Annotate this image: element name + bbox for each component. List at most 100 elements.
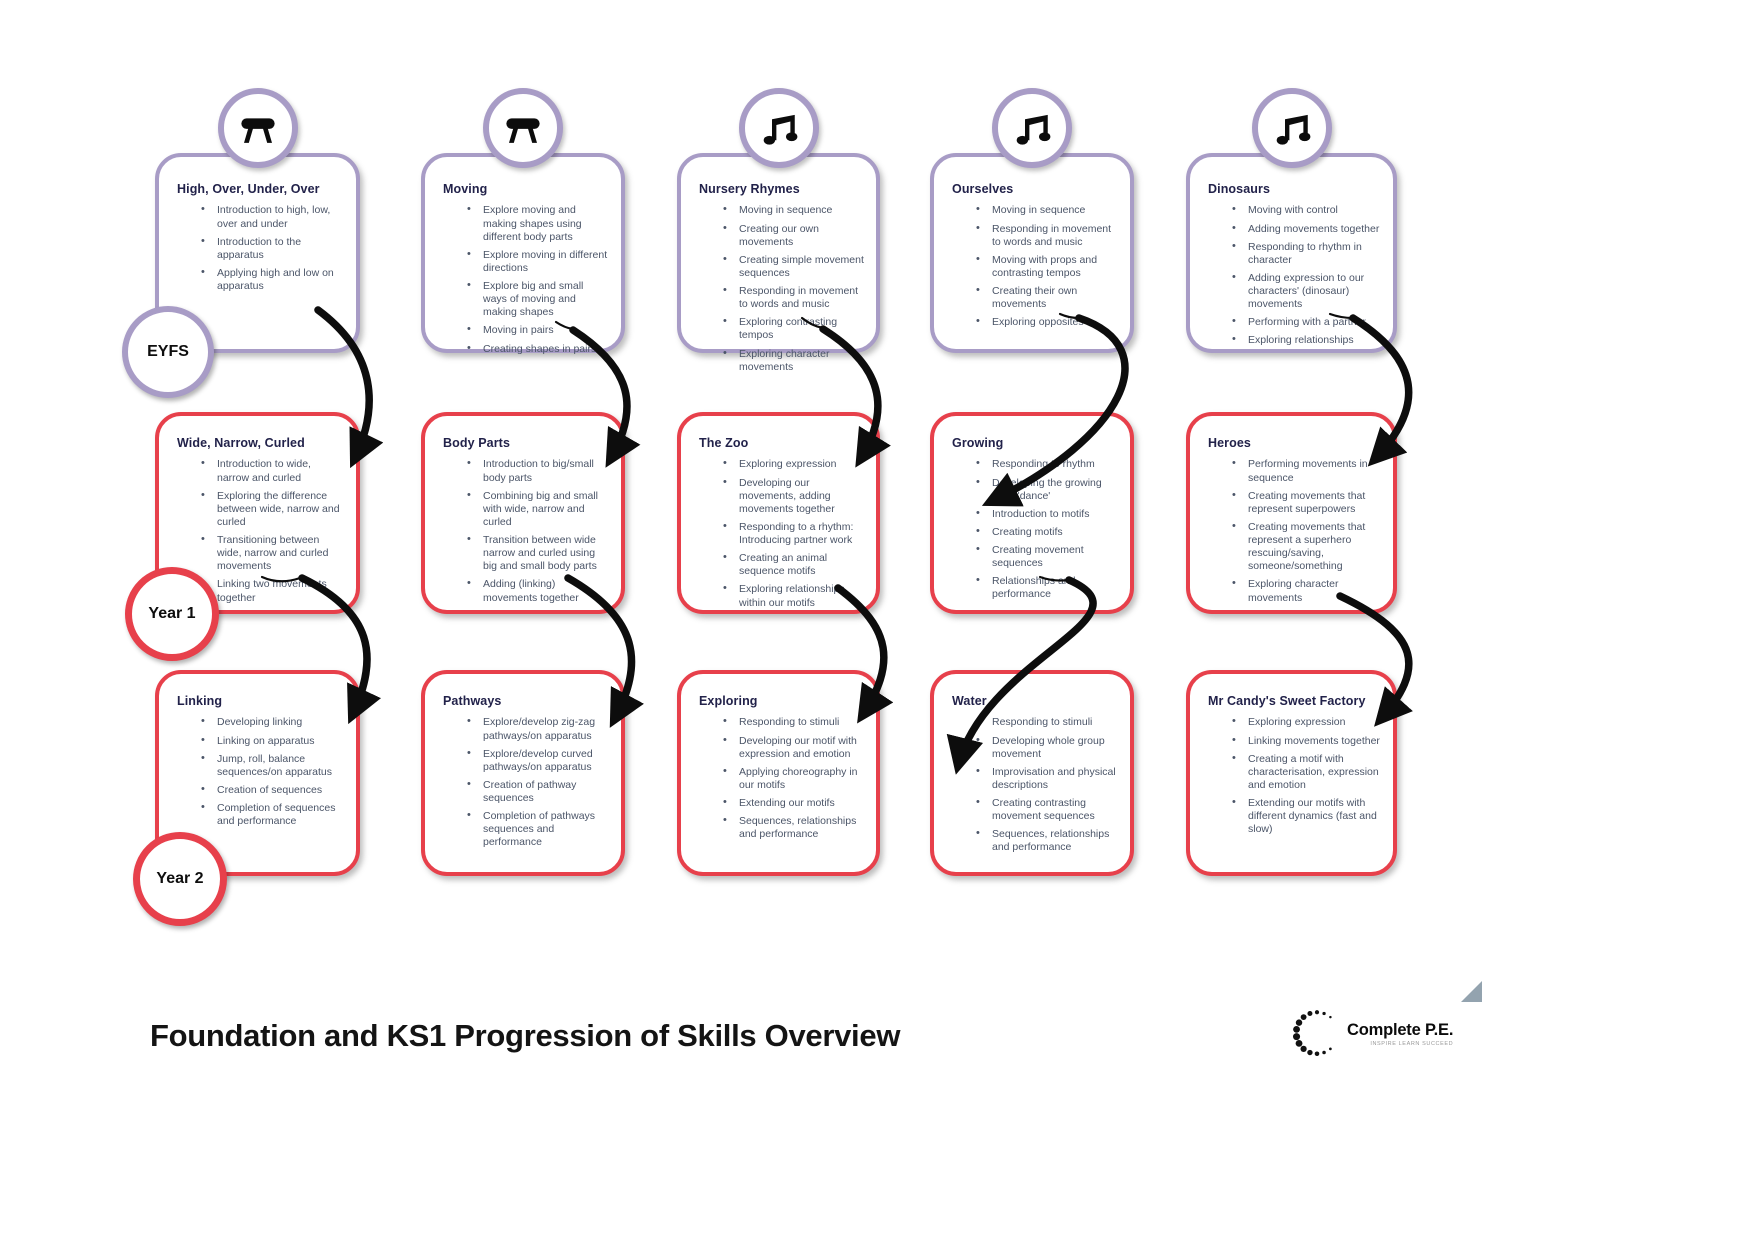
bullet-item: Linking two movements together [201, 577, 344, 604]
card-ourselves: Ourselves Moving in sequence Responding i… [930, 88, 1134, 353]
complete-pe-logo: Complete P.E. INSPIRE LEARN SUCCEED [1290, 1006, 1453, 1060]
bullet-item: Responding to stimuli [976, 715, 1118, 729]
bullet-item: Creating simple movement sequences [723, 253, 864, 280]
bullet-item: Applying high and low on apparatus [201, 266, 344, 293]
bullet-item: Developing our movements, adding movemen… [723, 475, 864, 516]
bullet-item: Adding (linking) movements together [467, 577, 609, 604]
card-bullet-list: Moving in sequence Creating our own movem… [699, 203, 864, 373]
bullet-item: Transitioning between wide, narrow and c… [201, 533, 344, 573]
bullet-item: Sequences, relationships and performance [723, 814, 864, 841]
vaulting-horse-icon [217, 88, 298, 168]
vaulting-horse-icon [483, 88, 563, 168]
card-the-zoo: The Zoo Exploring expression Developing o… [677, 412, 880, 614]
bullet-item: Developing linking [201, 715, 344, 729]
bullet-item: Introduction to motifs [976, 507, 1118, 521]
bullet-item: Creating motifs [976, 525, 1118, 539]
bullet-item: Linking movements together [1232, 733, 1381, 748]
bullet-item: Explore/develop curved pathways/on appar… [467, 747, 609, 774]
bullet-item: Responding to rhythm [976, 457, 1118, 471]
card-title: Nursery Rhymes [699, 182, 800, 196]
bullet-item: Performing movements in sequence [1232, 457, 1381, 484]
bullet-item: Transition between wide narrow and curle… [467, 533, 609, 573]
bullet-item: Creating our own movements [723, 221, 864, 249]
bullet-item: Creating shapes in pairs [467, 341, 609, 356]
card-bullet-list: Performing movements in sequence Creating… [1208, 457, 1381, 604]
bullet-item: Completion of pathways sequences and per… [467, 809, 609, 849]
music-notes-icon [1251, 88, 1332, 168]
bullet-item: Creating movement sequences [976, 543, 1118, 570]
bullet-item: Exploring expression [723, 457, 864, 471]
bullet-item: Creation of pathway sequences [467, 778, 609, 805]
card-bullet-list: Exploring expression Developing our movem… [699, 457, 864, 609]
page-corner-fold [1461, 981, 1482, 1002]
bullet-item: Moving with props and contrasting tempos [976, 253, 1118, 280]
bullet-item: Exploring relationships [1232, 333, 1381, 347]
card-bullet-list: Responding to stimuli Developing whole gr… [952, 715, 1118, 854]
card-title: Wide, Narrow, Curled [177, 436, 305, 450]
bullet-item: Creating a motif with characterisation, … [1232, 752, 1381, 792]
badge-label: EYFS [147, 343, 189, 361]
card-title: Pathways [443, 694, 502, 708]
card-bullet-list: Explore moving and making shapes using d… [443, 203, 609, 356]
card-title: Mr Candy's Sweet Factory [1208, 694, 1366, 708]
bullet-item: Creating contrasting movement sequences [976, 796, 1118, 823]
bullet-item: Responding to rhythm in character [1232, 240, 1381, 267]
card-heroes: Heroes Performing movements in sequence C… [1186, 412, 1397, 614]
bullet-item: Exploring character movements [1232, 577, 1381, 604]
bullet-item: Introduction to wide, narrow and curled [201, 457, 344, 484]
music-notes-icon [738, 88, 819, 168]
bullet-item: Moving in sequence [976, 203, 1118, 217]
card-dinosaurs: Dinosaurs Moving with control Adding move… [1186, 88, 1397, 353]
bullet-item: Responding in movement to words and musi… [723, 284, 864, 311]
badge-label: Year 2 [156, 870, 204, 888]
card-bullet-list: Introduction to high, low, over and unde… [177, 203, 344, 293]
bullet-item: Introduction to big/small body parts [467, 457, 609, 484]
bullet-item: Developing our motif with expression and… [723, 733, 864, 761]
badge-year-1: Year 1 [125, 567, 219, 661]
card-bullet-list: Introduction to big/small body parts Comb… [443, 457, 609, 604]
bullet-item: Introduction to the apparatus [201, 235, 344, 262]
bullet-item: Exploring the difference between wide, n… [201, 489, 344, 529]
card-bullet-list: Exploring expression Linking movements to… [1208, 715, 1381, 836]
bullet-item: Completion of sequences and performance [201, 801, 344, 828]
card-growing: Growing Responding to rhythm Developing t… [930, 412, 1134, 614]
page-title: Foundation and KS1 Progression of Skills… [150, 1018, 901, 1053]
bullet-item: Improvisation and physical descriptions [976, 765, 1118, 792]
logo-tagline: INSPIRE LEARN SUCCEED [1370, 1041, 1454, 1047]
bullet-item: Relationships and performance [976, 574, 1118, 601]
card-bullet-list: Explore/develop zig-zag pathways/on appa… [443, 715, 609, 849]
bullet-item: Explore moving and making shapes using d… [467, 203, 609, 243]
badge-year-2: Year 2 [133, 832, 227, 926]
bullet-item: Explore big and small ways of moving and… [467, 279, 609, 319]
bullet-item: Creating their own movements [976, 284, 1118, 311]
card-moving: Moving Explore moving and making shapes … [421, 88, 625, 356]
bullet-item: Creating movements that represent a supe… [1232, 520, 1381, 574]
card-water: Water Responding to stimuli Developing wh… [930, 670, 1134, 876]
bullet-item: Performing with a partner [1232, 315, 1381, 329]
card-title: Exploring [699, 694, 758, 708]
music-notes-icon [992, 88, 1072, 168]
badge-label: Year 1 [148, 605, 196, 623]
card-title: Dinosaurs [1208, 182, 1271, 196]
bullet-item: Creating movements that represent superp… [1232, 489, 1381, 516]
bullet-item: Responding to a rhythm: Introducing part… [723, 520, 864, 547]
bullet-item: Explore moving in different directions [467, 248, 609, 275]
bullet-item: Creation of sequences [201, 783, 344, 797]
bullet-item: Sequences, relationships and performance [976, 827, 1118, 854]
card-title: Linking [177, 694, 223, 708]
bullet-item: Applying choreography in our motifs [723, 765, 864, 792]
bullet-item: Responding in movement to words and musi… [976, 221, 1118, 249]
card-pathways: Pathways Explore/develop zig-zag pathway… [421, 670, 625, 876]
bullet-item: Jump, roll, balance sequences/on apparat… [201, 752, 344, 779]
card-title: Body Parts [443, 436, 510, 450]
bullet-item: Exploring opposites [976, 315, 1118, 329]
bullet-item: Responding to stimuli [723, 715, 864, 729]
bullet-item: Moving in sequence [723, 203, 864, 217]
bullet-item: Adding movements together [1232, 221, 1381, 236]
bullet-item: Moving with control [1232, 203, 1381, 217]
bullet-item: Adding expression to our characters' (di… [1232, 271, 1381, 311]
bullet-item: Developing the growing plant 'dance' [976, 475, 1118, 503]
bullet-item: Introduction to high, low, over and unde… [201, 203, 344, 230]
bullet-item: Extending our motifs [723, 796, 864, 810]
